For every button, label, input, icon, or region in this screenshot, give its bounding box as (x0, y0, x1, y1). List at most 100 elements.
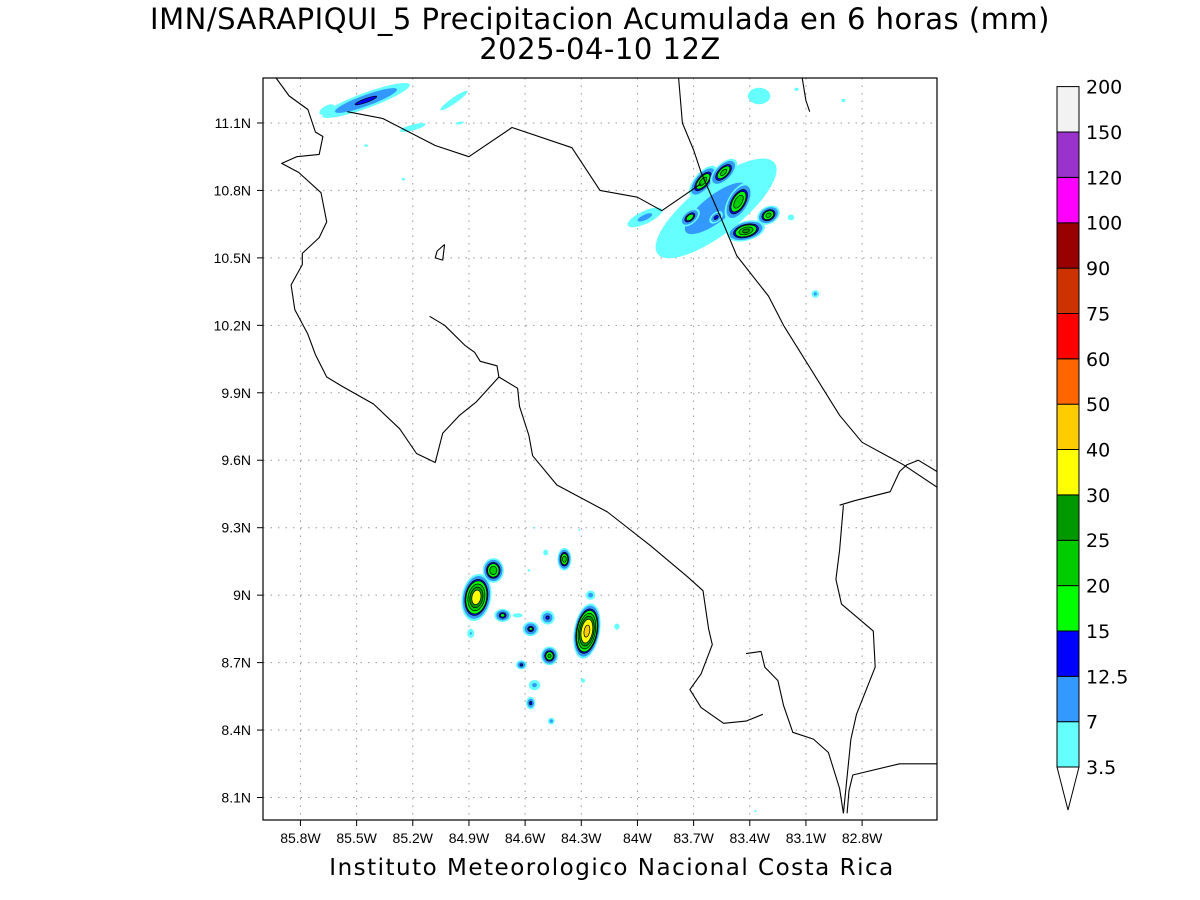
y-tick-label: 8.7N (221, 655, 251, 671)
precip-cell (482, 558, 504, 583)
colorbar-label: 120 (1086, 167, 1122, 189)
colorbar-label: 75 (1086, 303, 1110, 325)
x-tick-label: 84.3W (561, 830, 602, 846)
precip-contour (794, 87, 799, 91)
precip-contour (471, 589, 482, 605)
colorbar-label: 200 (1086, 77, 1122, 99)
colorbar-swatch (1056, 403, 1080, 451)
precip-contour (354, 95, 378, 106)
colorbar-label: 7 (1086, 712, 1098, 734)
colorbar-swatch (1056, 449, 1080, 496)
colorbar-min-arrow (1056, 766, 1080, 811)
precip-cell (710, 158, 738, 186)
precip-contour (733, 194, 744, 209)
chart-subtitle: 2025-04-10 12Z (479, 32, 721, 66)
precip-contour (747, 87, 771, 105)
precip-contour (637, 213, 653, 222)
map-frame (262, 77, 938, 821)
precip-contour (440, 90, 468, 111)
precip-cell (364, 144, 368, 147)
precip-cell (526, 696, 536, 710)
colorbar: 3.5 7 12.5 15 20 25 30 40 50 60 75 90 100 120 150 200 (1056, 77, 1128, 811)
colorbar-label: 90 (1086, 258, 1110, 280)
precip-contour (742, 228, 750, 234)
x-tick-label: 82.8W (842, 830, 883, 846)
colorbar-label: 150 (1086, 122, 1122, 144)
precip-contour (532, 683, 537, 688)
country-border (835, 505, 876, 814)
precip-cell (461, 573, 492, 621)
axis-ticks: 85.8W 85.5W 85.2W 84.9W 84.6W 84.3W 84W 83.7W 83… (214, 115, 883, 846)
precip-cell (400, 123, 426, 132)
precip-contour (583, 624, 591, 638)
precip-cell (679, 208, 700, 227)
precip-contour (400, 123, 426, 132)
colorbar-swatch (1056, 267, 1080, 315)
precip-cell (541, 646, 558, 666)
precip-contour (720, 168, 728, 176)
colorbar-label: 50 (1086, 394, 1110, 416)
precip-contour (545, 615, 550, 620)
x-tick-label: 83.1W (786, 830, 827, 846)
y-tick-label: 10.2N (214, 317, 251, 333)
footer-credit: Instituto Meteorologico Nacional Costa R… (329, 855, 895, 881)
y-tick-label: 11.1N (215, 115, 251, 131)
precip-contour (489, 565, 498, 575)
country-border (347, 111, 702, 212)
y-tick-label: 9.6N (221, 452, 251, 468)
precip-contour (543, 549, 549, 556)
y-tick-label: 8.1N (221, 790, 251, 806)
precip-contour (578, 528, 581, 531)
precip-contour (754, 809, 757, 813)
coastline (434, 243, 446, 261)
chart-title: IMN/SARAPIQUI_5 Precipitacion Acumulada … (150, 2, 1050, 36)
precip-cell (557, 547, 572, 571)
precip-cell (522, 621, 539, 637)
colorbar-swatch (1056, 585, 1080, 632)
precip-contour (761, 173, 776, 185)
colorbar-swatch (1056, 539, 1080, 587)
precip-cell (841, 98, 846, 103)
precip-contour (685, 213, 694, 222)
precip-contour (319, 104, 335, 115)
precip-contour (529, 701, 533, 706)
precip-contour (469, 632, 472, 635)
coastline (678, 78, 937, 488)
precip-contour (841, 98, 846, 103)
precip-cell (540, 610, 555, 625)
precip-cell (467, 628, 475, 638)
coastline (498, 376, 764, 724)
precip-contour (713, 215, 719, 220)
colorbar-label: 40 (1086, 440, 1110, 462)
precip-contour (533, 526, 536, 529)
precip-cell (440, 90, 468, 111)
colorbar-swatch (1056, 86, 1080, 133)
colorbar-label: 12.5 (1086, 666, 1128, 688)
y-tick-label: 10.5N (214, 250, 251, 266)
colorbar-label: 60 (1086, 349, 1110, 371)
precip-contour (787, 214, 795, 221)
coastline (745, 650, 844, 814)
precip-cell (585, 590, 596, 600)
precip-cell (547, 717, 555, 725)
precip-contour (614, 623, 620, 630)
map-gridlines (263, 78, 937, 820)
colorbar-label: 3.5 (1086, 757, 1116, 779)
x-tick-label: 85.2W (393, 830, 434, 846)
precip-contour (500, 613, 506, 618)
x-tick-label: 83.7W (673, 830, 714, 846)
precip-contour (765, 212, 772, 218)
y-tick-label: 8.4N (221, 722, 251, 738)
x-tick-label: 84W (623, 830, 653, 846)
precip-contour (549, 719, 553, 723)
precip-cell (614, 623, 620, 630)
coastline (846, 763, 937, 814)
precip-contour (512, 613, 523, 618)
precip-contour (698, 176, 708, 187)
precip-cell (516, 660, 527, 670)
colorbar-label: 30 (1086, 485, 1110, 507)
precip-cell (581, 678, 586, 683)
precip-cell (627, 207, 663, 228)
coastline (801, 78, 811, 112)
